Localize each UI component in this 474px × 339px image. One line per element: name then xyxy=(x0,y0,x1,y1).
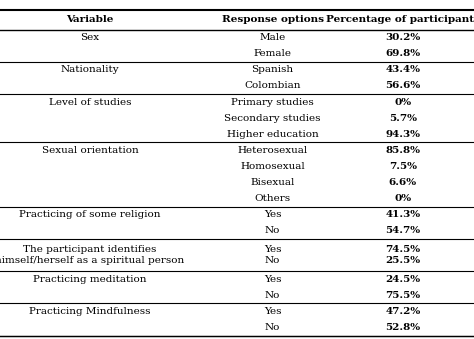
Text: Higher education: Higher education xyxy=(227,130,319,139)
Text: 41.3%: 41.3% xyxy=(385,210,420,219)
Text: 85.8%: 85.8% xyxy=(385,146,420,155)
Text: Yes: Yes xyxy=(264,307,281,316)
Text: No: No xyxy=(265,291,280,300)
Text: Male: Male xyxy=(259,33,286,42)
Text: Level of studies: Level of studies xyxy=(49,98,131,106)
Text: Primary studies: Primary studies xyxy=(231,98,314,106)
Text: 7.5%: 7.5% xyxy=(389,162,417,171)
Text: 5.7%: 5.7% xyxy=(389,114,417,123)
Text: 56.6%: 56.6% xyxy=(385,81,420,91)
Text: 52.8%: 52.8% xyxy=(385,323,420,332)
Text: Others: Others xyxy=(255,194,291,203)
Text: Secondary studies: Secondary studies xyxy=(224,114,321,123)
Text: 74.5%
25.5%: 74.5% 25.5% xyxy=(385,245,420,265)
Text: 47.2%: 47.2% xyxy=(385,307,420,316)
Text: Homosexual: Homosexual xyxy=(240,162,305,171)
Text: Yes
No: Yes No xyxy=(264,245,281,265)
Text: Practicing meditation: Practicing meditation xyxy=(33,275,147,284)
Text: Spanish: Spanish xyxy=(252,65,293,74)
Text: Practicing of some religion: Practicing of some religion xyxy=(19,210,161,219)
Text: Variable: Variable xyxy=(66,15,114,24)
Text: Percentage of participants: Percentage of participants xyxy=(326,15,474,24)
Text: Bisexual: Bisexual xyxy=(250,178,295,187)
Text: Yes: Yes xyxy=(264,210,281,219)
Text: Female: Female xyxy=(254,49,292,58)
Text: Response options: Response options xyxy=(221,15,324,24)
Text: 30.2%: 30.2% xyxy=(385,33,420,42)
Text: Heterosexual: Heterosexual xyxy=(237,146,308,155)
Text: Nationality: Nationality xyxy=(61,65,119,74)
Text: 69.8%: 69.8% xyxy=(385,49,420,58)
Text: 0%: 0% xyxy=(394,98,411,106)
Text: Yes: Yes xyxy=(264,275,281,284)
Text: Sex: Sex xyxy=(81,33,100,42)
Text: Practicing Mindfulness: Practicing Mindfulness xyxy=(29,307,151,316)
Text: The participant identifies
himself/herself as a spiritual person: The participant identifies himself/herse… xyxy=(0,245,185,265)
Text: 94.3%: 94.3% xyxy=(385,130,420,139)
Text: 0%: 0% xyxy=(394,194,411,203)
Text: 43.4%: 43.4% xyxy=(385,65,420,74)
Text: 24.5%: 24.5% xyxy=(385,275,420,284)
Text: Sexual orientation: Sexual orientation xyxy=(42,146,138,155)
Text: 75.5%: 75.5% xyxy=(385,291,420,300)
Text: Colombian: Colombian xyxy=(244,81,301,91)
Text: 6.6%: 6.6% xyxy=(389,178,417,187)
Text: No: No xyxy=(265,323,280,332)
Text: No: No xyxy=(265,226,280,235)
Text: 54.7%: 54.7% xyxy=(385,226,420,235)
